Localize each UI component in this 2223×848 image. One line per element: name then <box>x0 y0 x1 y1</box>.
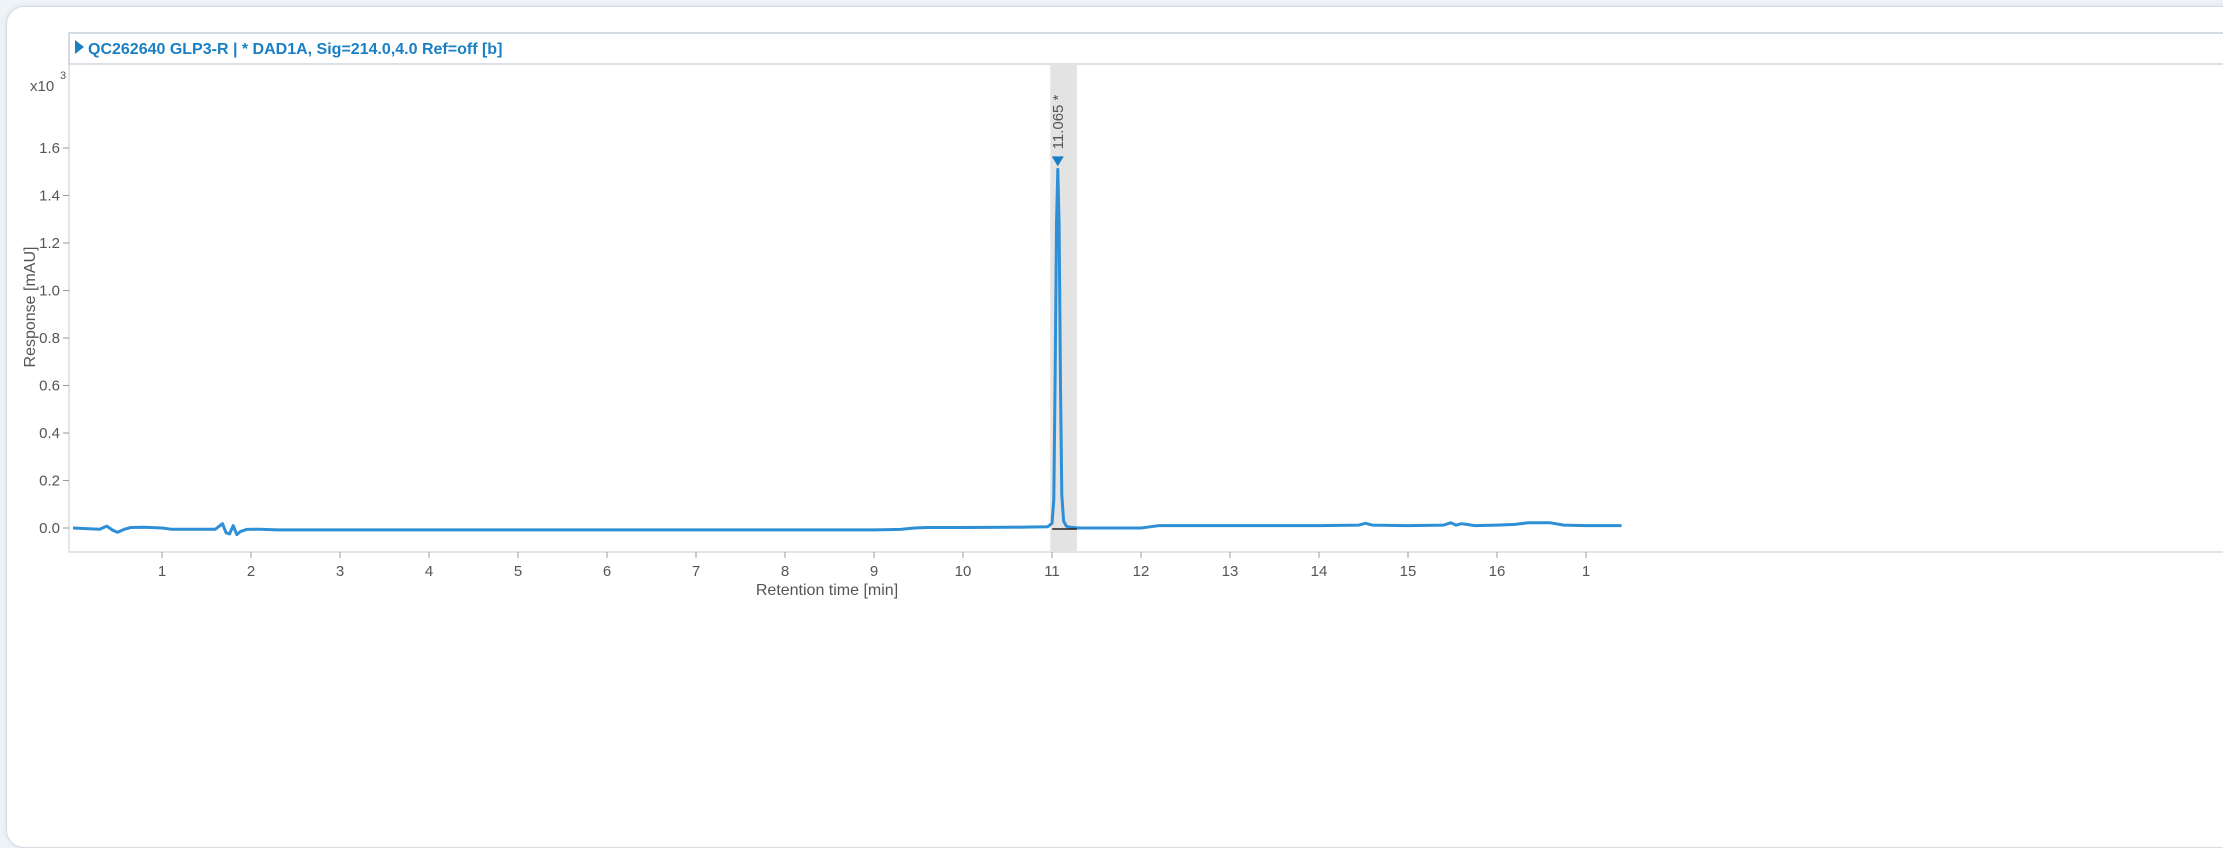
chromatogram-panel: QC262640 GLP3-R | * DAD1A, Sig=214.0,4.0… <box>6 6 2223 848</box>
x-tick-label: 3 <box>336 563 344 580</box>
y-tick-label: 0.6 <box>39 378 60 395</box>
play-triangle-icon <box>75 40 84 54</box>
x-tick-label: 13 <box>1222 563 1239 580</box>
x-tick-label: 9 <box>870 563 878 580</box>
y-tick-label: 0.0 <box>39 520 60 537</box>
chromatogram-chart: QC262640 GLP3-R | * DAD1A, Sig=214.0,4.0… <box>22 32 2223 599</box>
x-tick-label: 1 <box>158 563 166 580</box>
y-tick-label: 1.4 <box>39 188 60 205</box>
y-axis-title: Response [mAU] <box>22 247 39 368</box>
plot-frame <box>68 63 2223 553</box>
y-tick-label: 0.8 <box>39 330 60 347</box>
x-tick-label: 11 <box>1044 563 1060 580</box>
x-tick-label: 1 <box>1582 563 1590 580</box>
trace-layer <box>72 167 1622 537</box>
x-tick-label: 16 <box>1489 563 1506 580</box>
peak-rt-label: 11.065 * <box>1050 94 1067 149</box>
x-tick-label: 5 <box>514 563 522 580</box>
x-tick-label: 6 <box>603 563 611 580</box>
x-axis-title: Retention time [min] <box>756 582 898 599</box>
x-tick-label: 14 <box>1311 563 1328 580</box>
x-tick-label: 7 <box>692 563 700 580</box>
y-tick-label: 1.6 <box>39 140 60 157</box>
y-tick-label: 1.0 <box>39 283 60 300</box>
y-tick-label: 0.2 <box>39 473 60 490</box>
triangle-down-icon <box>1051 156 1064 167</box>
x-tick-label: 2 <box>247 563 255 580</box>
chromatogram-trace <box>72 167 1622 537</box>
x-tick-label: 4 <box>425 563 433 580</box>
y-tick-label: 0.4 <box>39 425 60 442</box>
y-multiplier-label: x10 <box>30 78 54 95</box>
chart-title: QC262640 GLP3-R | * DAD1A, Sig=214.0,4.0… <box>88 41 502 58</box>
x-tick-label: 12 <box>1133 563 1150 580</box>
chart-header-bar <box>68 32 2223 65</box>
annotation-layer: 11.065 * <box>1050 94 1077 530</box>
x-tick-label: 15 <box>1400 563 1417 580</box>
y-multiplier-exponent: 3 <box>60 70 66 82</box>
x-tick-label: 8 <box>781 563 789 580</box>
x-tick-label: 10 <box>955 563 972 580</box>
axes-layer: 1 2 3 4 5 6 7 8 9 10 11 12 13 14 15 16 10.00.20.40.60.81… <box>39 140 1590 580</box>
y-tick-label: 1.2 <box>39 235 60 252</box>
